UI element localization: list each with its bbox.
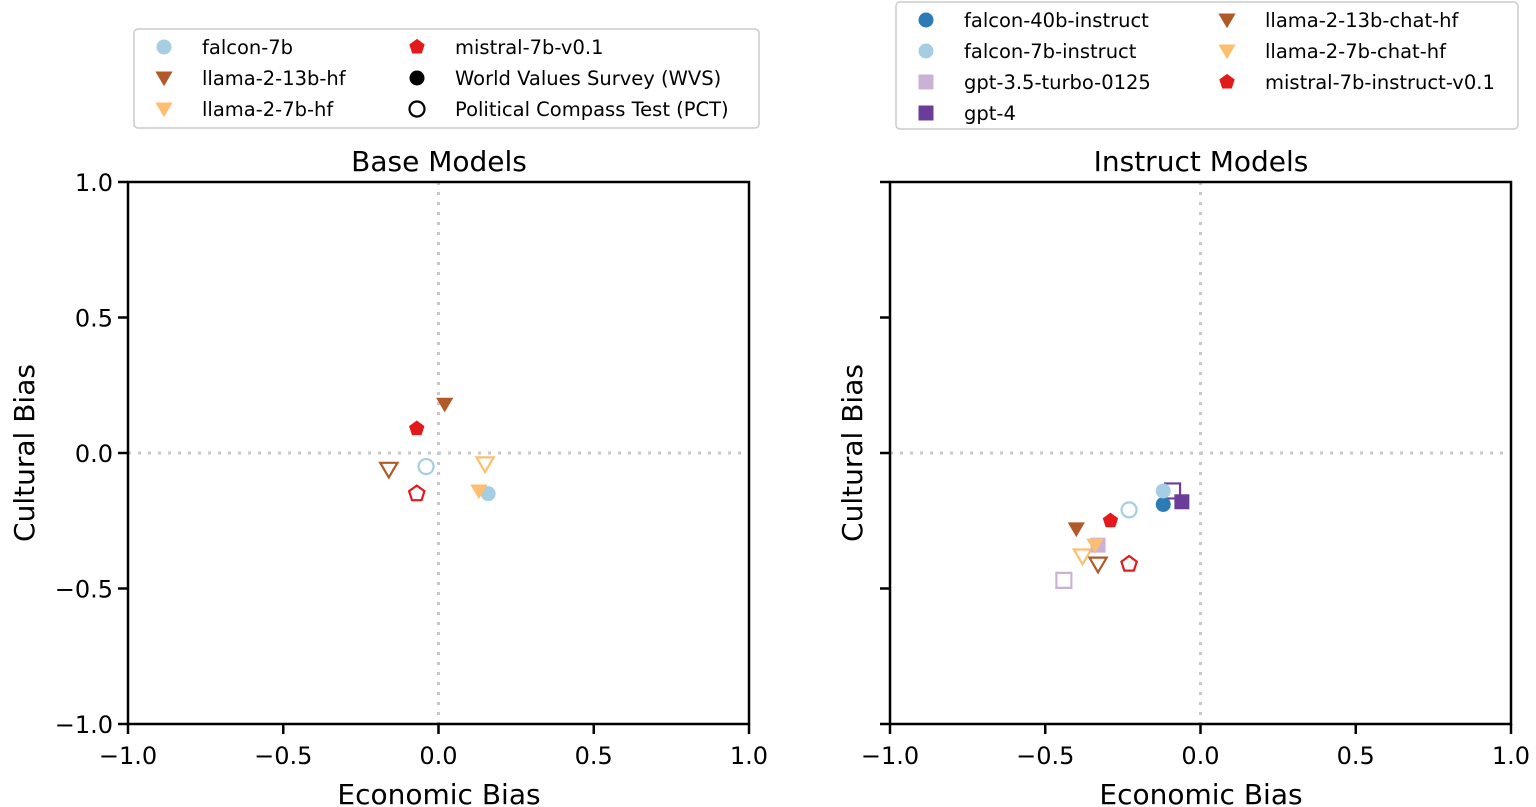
base-models-xtick-label: −1.0	[99, 742, 157, 770]
legend-base-label-falcon-7b: falcon-7b	[202, 36, 293, 59]
base-models-xtick-label: 0.5	[575, 742, 613, 770]
instruct-models-point-gpt-3-5-turbo-0125-pct	[1055, 571, 1073, 589]
legend-instruct-marker-gpt-4	[918, 105, 934, 121]
base-models-ylabel: Cultural Bias	[8, 364, 41, 542]
legend-instruct-label-gpt-4: gpt-4	[964, 102, 1016, 125]
instruct-models-xtick-label: 0.0	[1181, 742, 1219, 770]
instruct-models-point-falcon-7b-instruct-pct	[1120, 501, 1138, 519]
legend-base-models: falcon-7b llama-2-13b-hf llama-2-7b-hf mist…	[133, 28, 760, 129]
instruct-models-ylabel: Cultural Bias	[836, 364, 869, 542]
instruct-models-point-llama-2-13b-chat-hf-wvs	[1067, 522, 1085, 538]
instruct-models-axes-frame	[888, 180, 1513, 726]
legend-instruct-marker-mistral-7b-instruct-v0-1	[1219, 73, 1235, 89]
base-models-ytick-label: 0.0	[75, 440, 113, 468]
instruct-models-ticks: −1.0 −0.5 0.0 0.5 1.0	[861, 180, 1530, 770]
legend-instruct-frame	[895, 1, 1519, 130]
base-models-point-llama-2-7b-hf-wvs	[470, 484, 488, 500]
legend-base-label-llama-2-13b-hf: llama-2-13b-hf	[202, 67, 347, 90]
instruct-models-point-llama-2-7b-chat-hf-wvs	[1086, 538, 1104, 554]
legend-base-label-political-compass-test-pct: Political Compass Test (PCT)	[455, 98, 729, 121]
legend-base-marker-political-compass-test-pct	[408, 100, 426, 118]
instruct-models-point-mistral-7b-instruct-v0-1-wvs	[1102, 512, 1119, 528]
instruct-models-xtick-label: 1.0	[1492, 742, 1530, 770]
instruct-models-point-llama-2-13b-chat-hf-pct	[1087, 556, 1109, 575]
base-models-ytick-label: −0.5	[55, 576, 113, 604]
instruct-models-title: Instruct Models	[1094, 145, 1309, 178]
base-models-point-llama-2-13b-hf-wvs	[436, 397, 454, 413]
legend-base-frame	[133, 28, 760, 129]
base-models-points	[378, 397, 496, 502]
base-models-panel: Base Models Economic Bias Cultural Bias …	[8, 145, 768, 807]
base-models-point-falcon-7b-pct	[417, 457, 435, 476]
instruct-models-point-mistral-7b-instruct-v0-1-pct	[1120, 554, 1139, 572]
instruct-models-point-falcon-7b-instruct-wvs	[1155, 483, 1171, 499]
legend-instruct-marker-falcon-7b-instruct	[918, 43, 934, 59]
instruct-models-point-falcon-40b-instruct-wvs	[1155, 496, 1171, 512]
base-models-xtick-label: 1.0	[730, 742, 768, 770]
base-models-ticks: −1.0 −0.5 0.0 0.5 1.0 1.0 0.5 0.0 −0.5 −1.0	[55, 169, 768, 770]
legend-base-label-mistral-7b-v0-1: mistral-7b-v0.1	[455, 36, 604, 59]
legend-instruct-marker-llama-2-7b-chat-hf	[1218, 44, 1236, 60]
base-models-title: Base Models	[351, 145, 527, 178]
base-models-xtick-label: 0.0	[419, 742, 457, 770]
base-models-point-mistral-7b-v0-1-wvs	[409, 420, 425, 436]
instruct-models-xtick-label: −0.5	[1016, 742, 1074, 770]
legend-instruct-marker-gpt-3-5-turbo-0125	[918, 74, 934, 90]
base-models-xlabel: Economic Bias	[337, 778, 540, 807]
base-models-point-mistral-7b-v0-1-pct	[407, 484, 426, 502]
base-models-ytick-label: 0.5	[75, 305, 113, 333]
legend-instruct-label-llama-2-7b-chat-hf: llama-2-7b-chat-hf	[1265, 40, 1447, 63]
legend-instruct-label-mistral-7b-instruct-v0-1: mistral-7b-instruct-v0.1	[1265, 71, 1495, 94]
legend-instruct-label-llama-2-13b-chat-hf: llama-2-13b-chat-hf	[1265, 9, 1460, 32]
instruct-models-point-gpt-4-wvs	[1174, 494, 1190, 510]
legend-instruct-marker-llama-2-13b-chat-hf	[1218, 13, 1236, 29]
instruct-models-points	[1055, 482, 1190, 589]
base-models-point-llama-2-7b-hf-pct	[474, 456, 496, 475]
instruct-models-xtick-label: 0.5	[1337, 742, 1375, 770]
legend-instruct-label-falcon-40b-instruct: falcon-40b-instruct	[964, 9, 1149, 32]
legend-base-label-world-values-survey-wvs: World Values Survey (WVS)	[455, 67, 721, 90]
legend-base-marker-falcon-7b	[156, 39, 172, 55]
legend-instruct-models: falcon-40b-instruct falcon-7b-instruct gpt…	[895, 1, 1519, 130]
legend-instruct-label-falcon-7b-instruct: falcon-7b-instruct	[964, 40, 1137, 63]
base-models-xtick-label: −0.5	[254, 742, 312, 770]
base-models-ytick-label: −1.0	[55, 711, 113, 739]
instruct-models-point-llama-2-7b-chat-hf-pct	[1071, 548, 1094, 567]
legend-base-marker-llama-2-13b-hf	[155, 71, 173, 87]
base-models-point-falcon-7b-wvs	[480, 486, 496, 502]
legend-base-label-llama-2-7b-hf: llama-2-7b-hf	[202, 98, 334, 121]
legend-base-marker-world-values-survey-wvs	[409, 70, 425, 86]
legend-base-marker-mistral-7b-v0-1	[409, 38, 425, 54]
base-models-ytick-label: 1.0	[75, 169, 113, 197]
instruct-models-xlabel: Economic Bias	[1099, 778, 1302, 807]
base-models-axes-frame	[126, 180, 751, 726]
instruct-models-panel: Instruct Models Economic Bias Cultural B…	[836, 145, 1530, 807]
legend-base-marker-llama-2-7b-hf	[155, 102, 173, 118]
base-models-point-llama-2-13b-hf-pct	[378, 461, 400, 480]
legend-instruct-marker-falcon-40b-instruct	[918, 12, 934, 28]
instruct-models-xtick-label: −1.0	[861, 742, 919, 770]
legend-instruct-label-gpt-3-5-turbo-0125: gpt-3.5-turbo-0125	[964, 71, 1151, 94]
